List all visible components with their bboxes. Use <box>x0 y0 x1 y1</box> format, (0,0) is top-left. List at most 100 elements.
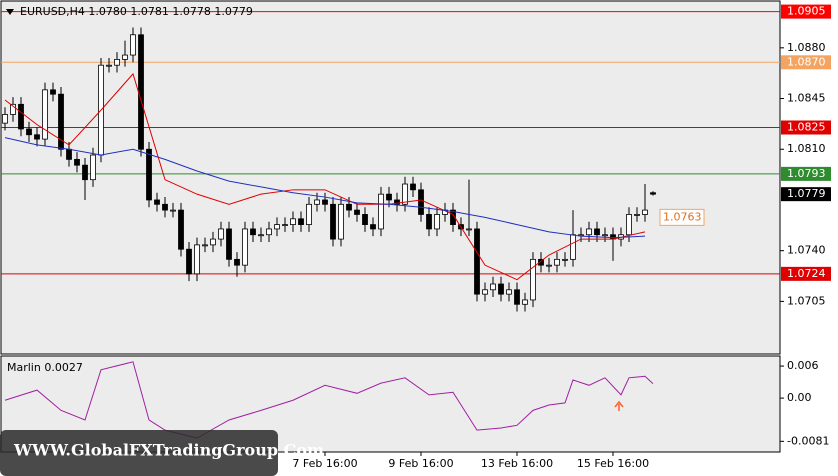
moving-average <box>4 72 646 281</box>
x-tick-label: 7 Feb 16:00 <box>292 457 357 470</box>
candle-body <box>146 148 152 201</box>
candle-body <box>498 283 504 295</box>
candle-body <box>202 244 208 247</box>
watermark: WWW.GlobalFXTradingGroup.Com <box>13 441 324 460</box>
candle-body <box>66 148 72 160</box>
candle-body <box>642 209 648 215</box>
candle-body <box>26 128 32 136</box>
candle-body <box>114 59 120 66</box>
candle-body <box>362 214 368 225</box>
y-tick-label: 1.0810 <box>787 142 826 155</box>
level-label: 1.0724 <box>787 267 826 280</box>
candle-body <box>474 228 480 295</box>
candle-body <box>514 289 520 305</box>
candle-body <box>226 228 232 260</box>
candle-body <box>594 228 600 236</box>
candle-body <box>234 258 240 266</box>
candle-body <box>10 103 16 115</box>
level-label: 1.0905 <box>787 5 826 18</box>
candle-body <box>306 203 312 225</box>
signal-arrow <box>614 400 624 411</box>
candle-body <box>418 189 424 215</box>
candle-body <box>554 258 560 266</box>
y-tick-label: 1.0845 <box>787 92 826 105</box>
level-label: 1.0870 <box>787 55 826 68</box>
candle-body <box>338 203 344 240</box>
menu-icon <box>6 9 14 15</box>
ma-label-box <box>659 208 705 226</box>
candle-body <box>274 224 280 230</box>
candle-body <box>634 214 640 216</box>
level-label: 1.0825 <box>787 121 826 134</box>
candle-body <box>482 289 488 295</box>
candle-body <box>450 209 456 225</box>
candle-body <box>354 209 360 215</box>
y-tick-label: 1.0740 <box>787 244 826 257</box>
x-tick-label: 9 Feb 16:00 <box>388 457 453 470</box>
level-label-box <box>781 55 831 70</box>
candle-body <box>546 264 552 267</box>
candle-body <box>210 238 216 246</box>
x-tick-label: 13 Feb 16:00 <box>481 457 553 470</box>
y-tick-label: 1.0705 <box>787 294 826 307</box>
candle-body <box>194 244 200 275</box>
candle-body <box>18 103 24 130</box>
candle-body <box>42 89 48 140</box>
candle-body <box>250 228 256 236</box>
candle-body <box>186 248 192 275</box>
plot-layer: 1.0880 1.0845 1.0810 1.0740 1.0705 1.0905 1.08… <box>1 4 831 470</box>
candle-body <box>522 299 528 305</box>
candle-body <box>570 234 576 260</box>
watermark-box <box>0 430 278 476</box>
candle-body <box>82 164 88 181</box>
moving-average <box>4 137 646 239</box>
candle-body <box>74 158 80 166</box>
level-label-box <box>781 120 831 135</box>
y-tick-label: 0.006 <box>787 359 819 372</box>
candle-body <box>138 34 144 150</box>
candle-body <box>330 203 336 240</box>
x-tick-label: 15 Feb 16:00 <box>577 457 649 470</box>
candle-body <box>466 228 472 231</box>
candle-body <box>314 199 320 205</box>
candle-body <box>242 228 248 266</box>
candle-body <box>106 64 112 67</box>
candle-body <box>562 258 568 261</box>
level-label: 1.0793 <box>787 167 826 180</box>
candle-body <box>58 93 64 150</box>
chart-header: EURUSD,H4 1.0780 1.0781 1.0778 1.0779 <box>20 5 253 18</box>
candle-body <box>298 218 304 225</box>
candle-body <box>650 192 656 195</box>
candle-body <box>162 203 168 211</box>
candle-body <box>394 199 400 205</box>
candle-body <box>90 154 96 181</box>
candle-body <box>378 193 384 230</box>
candle-body <box>386 193 392 201</box>
oscillator-title: Marlin 0.0027 <box>7 361 83 374</box>
candle-body <box>426 214 432 230</box>
y-tick-label: -0.0081 <box>787 434 829 447</box>
candle-body <box>2 114 8 124</box>
candle-body <box>346 203 352 211</box>
current-price-label: 1.0779 <box>787 187 826 200</box>
candle-body <box>530 258 536 301</box>
candle-body <box>586 228 592 236</box>
candle-body <box>154 199 160 205</box>
candle-body <box>130 34 136 56</box>
candle-body <box>434 214 440 230</box>
main-panel <box>0 0 781 355</box>
candle-body <box>490 283 496 291</box>
candle-body <box>282 224 288 226</box>
candle-body <box>290 218 296 225</box>
candle-body <box>178 209 184 250</box>
level-label-box <box>781 266 831 281</box>
oscillator-line <box>4 361 654 439</box>
candle-body <box>402 183 408 205</box>
candle-body <box>626 214 632 236</box>
candle-body <box>506 289 512 295</box>
candle-body <box>218 228 224 240</box>
candle-body <box>322 199 328 205</box>
candle-body <box>258 234 264 237</box>
